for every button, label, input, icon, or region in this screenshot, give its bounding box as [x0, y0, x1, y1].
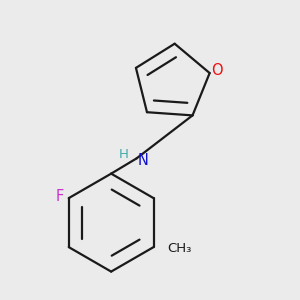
Text: H: H [119, 148, 129, 161]
Text: O: O [211, 63, 223, 78]
Text: N: N [137, 153, 148, 168]
Text: F: F [55, 189, 63, 204]
Text: CH₃: CH₃ [167, 242, 191, 255]
